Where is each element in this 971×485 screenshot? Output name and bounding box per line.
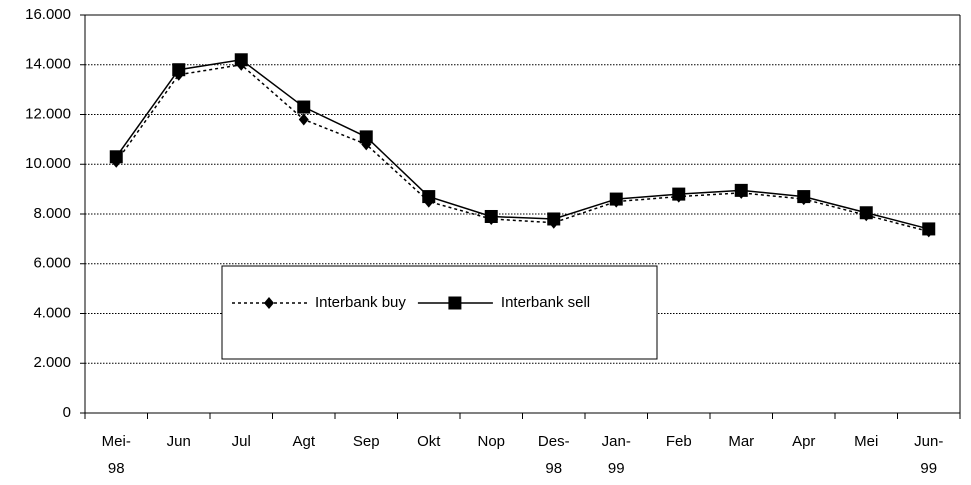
y-tick-label: 2.000 bbox=[33, 354, 71, 371]
marker bbox=[797, 190, 811, 204]
marker bbox=[172, 63, 186, 77]
x-tick-label: Sep bbox=[353, 433, 380, 450]
marker bbox=[734, 183, 748, 197]
y-tick-label: 8.000 bbox=[33, 205, 71, 222]
x-tick-label: Jun bbox=[167, 433, 191, 450]
x-tick-label: 98 bbox=[108, 460, 125, 477]
x-tick-label: Jul bbox=[232, 433, 251, 450]
marker bbox=[547, 212, 561, 226]
x-tick-label: Apr bbox=[792, 433, 815, 450]
y-tick-label: 14.000 bbox=[25, 56, 71, 73]
y-tick-label: 16.000 bbox=[25, 6, 71, 23]
x-tick-label: Mar bbox=[728, 433, 754, 450]
legend-marker bbox=[264, 297, 274, 309]
y-tick-label: 4.000 bbox=[33, 304, 71, 321]
x-tick-label: Des- bbox=[538, 433, 570, 450]
y-tick-label: 12.000 bbox=[25, 105, 71, 122]
marker bbox=[359, 130, 373, 144]
x-tick-label: Feb bbox=[666, 433, 692, 450]
marker bbox=[672, 187, 686, 201]
x-tick-label: Jan- bbox=[602, 433, 631, 450]
marker bbox=[234, 53, 248, 67]
x-tick-label: Nop bbox=[477, 433, 505, 450]
legend-label: Interbank buy bbox=[315, 294, 406, 311]
x-tick-label: Agt bbox=[292, 433, 315, 450]
y-tick-label: 10.000 bbox=[25, 155, 71, 172]
legend-label: Interbank sell bbox=[501, 294, 590, 311]
marker bbox=[922, 222, 936, 236]
x-tick-label: 98 bbox=[545, 460, 562, 477]
marker bbox=[609, 192, 623, 206]
x-tick-label: 99 bbox=[920, 460, 937, 477]
marker bbox=[298, 113, 309, 126]
marker bbox=[859, 206, 873, 220]
marker bbox=[484, 209, 498, 223]
x-tick-label: Jun- bbox=[914, 433, 943, 450]
legend-box bbox=[221, 265, 658, 360]
x-tick-label: Mei- bbox=[102, 433, 131, 450]
x-tick-label: 99 bbox=[608, 460, 625, 477]
y-tick-label: 6.000 bbox=[33, 255, 71, 272]
y-tick-label: 0 bbox=[63, 404, 71, 421]
series-line bbox=[115, 58, 929, 230]
x-tick-label: Okt bbox=[417, 433, 441, 450]
marker bbox=[422, 190, 436, 204]
legend-marker bbox=[448, 296, 462, 310]
x-tick-label: Mei bbox=[854, 433, 878, 450]
marker bbox=[109, 150, 123, 164]
legend: Interbank buy Interbank sell bbox=[221, 265, 658, 360]
series-line bbox=[115, 63, 929, 233]
marker bbox=[297, 100, 311, 114]
